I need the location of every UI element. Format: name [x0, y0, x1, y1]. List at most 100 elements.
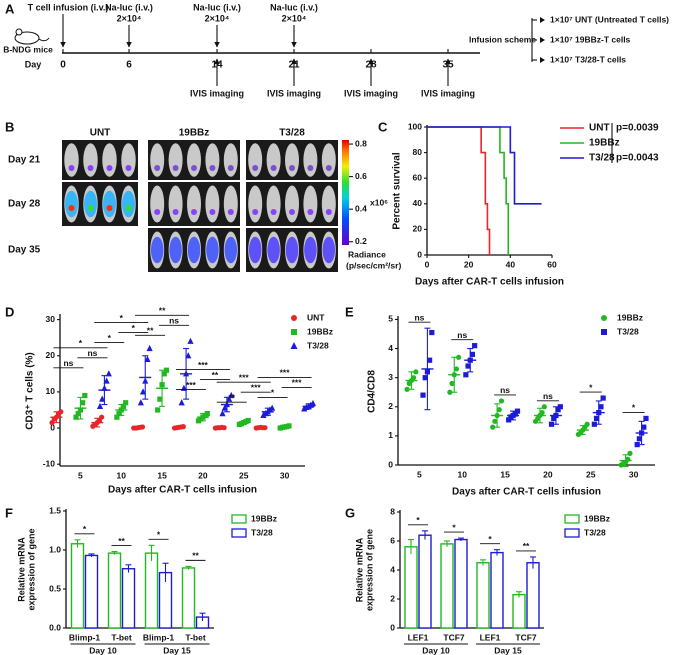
signal — [252, 209, 259, 215]
mouse-image — [187, 143, 201, 177]
mouse-image — [150, 143, 165, 177]
y-tick-label: 1.5 — [49, 505, 61, 515]
x-tick-label: 20 — [198, 470, 208, 480]
x-tick-label: TCF7 — [515, 632, 537, 642]
significance-label: ns — [500, 385, 510, 395]
row-label: Day 35 — [8, 245, 41, 256]
bar — [404, 546, 418, 629]
data-point — [551, 415, 557, 422]
data-point — [105, 370, 112, 377]
day-label: Day — [25, 59, 42, 69]
x-tick-label: Blimp-1 — [143, 632, 174, 642]
data-point — [636, 436, 642, 442]
signal — [122, 190, 135, 218]
bar — [526, 562, 540, 629]
x-tick-label: 20 — [543, 469, 553, 479]
data-point — [634, 442, 640, 448]
signal — [154, 209, 161, 215]
imaging-label: IVIS imaging — [344, 88, 398, 98]
naluc-dose: 2×10⁴ — [205, 13, 230, 23]
y-tick-label: 0 — [417, 249, 422, 259]
group-label: T3/28 — [279, 128, 305, 139]
data-point — [514, 408, 521, 414]
data-point — [413, 369, 419, 375]
group-label: Day 10 — [89, 645, 117, 655]
scheme-bullet — [540, 37, 545, 43]
data-point — [82, 392, 88, 399]
significance-label: * — [416, 515, 420, 525]
signal — [103, 190, 116, 218]
signal — [191, 165, 197, 171]
infusion-label: T cell infusion (i.v.) — [28, 2, 109, 12]
data-point — [228, 391, 235, 399]
data-point — [498, 398, 505, 404]
panel-label: G — [345, 505, 355, 520]
mouse-image — [321, 185, 336, 223]
panel-label: E — [345, 304, 354, 319]
data-point — [641, 424, 647, 430]
y-tick-label: 100 — [408, 121, 422, 131]
bar — [490, 551, 504, 629]
mouse-image — [168, 143, 183, 177]
mouse-image — [266, 143, 281, 177]
y-tick-label: -10 — [43, 458, 56, 468]
data-point — [73, 414, 79, 420]
group-label: Day 15 — [494, 645, 522, 655]
significance-label: * — [132, 323, 136, 333]
day-number: 0 — [60, 60, 66, 71]
signal — [304, 236, 317, 264]
panel-label: D — [5, 304, 14, 319]
x-tick-label: LEF1 — [408, 632, 429, 642]
panel-label: B — [5, 119, 14, 134]
legend-swatch — [601, 315, 607, 321]
x-tick-label: 20 — [464, 259, 474, 269]
data-point — [548, 421, 555, 427]
x-tick-label: 10 — [117, 470, 127, 480]
signal — [209, 209, 216, 215]
data-point — [103, 377, 110, 384]
significance-label: ** — [523, 541, 530, 551]
significance-label: *** — [251, 382, 262, 392]
legend-swatch — [290, 342, 298, 349]
naluc-dose: 2×10⁴ — [282, 13, 307, 23]
signal — [106, 165, 113, 171]
significance-label: * — [83, 524, 87, 534]
mouse-image — [223, 185, 238, 223]
y-tick-label: 2 — [388, 401, 393, 411]
mouse-image — [303, 185, 318, 223]
significance-label: * — [108, 333, 112, 343]
legend-label: T3/28 — [617, 326, 639, 336]
mouse-image — [248, 185, 263, 223]
y-tick-label: 0 — [50, 422, 55, 432]
imaging-label: IVIS imaging — [190, 88, 244, 98]
data-point — [309, 399, 317, 407]
significance-label: * — [452, 522, 456, 532]
imaging-label: IVIS imaging — [267, 88, 321, 98]
mouse-image — [168, 185, 183, 223]
bar — [181, 567, 196, 629]
x-axis-label: Days after CAR-T cells infusion — [415, 277, 564, 288]
data-point — [161, 371, 167, 377]
data-point — [411, 375, 417, 381]
significance-label: ** — [192, 551, 199, 561]
data-point — [99, 414, 105, 420]
signal — [68, 165, 75, 171]
x-tick-label: T-bet — [185, 632, 205, 642]
signal — [172, 209, 179, 215]
data-point — [593, 415, 600, 422]
data-point — [506, 417, 512, 423]
data-point — [555, 407, 561, 413]
significance-label: *** — [186, 380, 197, 390]
x-tick-label: 0 — [425, 259, 430, 269]
x-tick-label: 30 — [629, 469, 639, 479]
data-point — [120, 403, 127, 409]
significance-label: ns — [457, 330, 467, 340]
imaging-label: IVIS imaging — [421, 88, 475, 98]
x-tick-label: T-bet — [111, 632, 131, 642]
data-point — [226, 395, 233, 402]
signal — [325, 209, 332, 215]
signal-hot — [125, 205, 132, 211]
legend-label: UNT — [307, 312, 325, 322]
bar — [454, 538, 468, 629]
data-point — [204, 410, 210, 417]
